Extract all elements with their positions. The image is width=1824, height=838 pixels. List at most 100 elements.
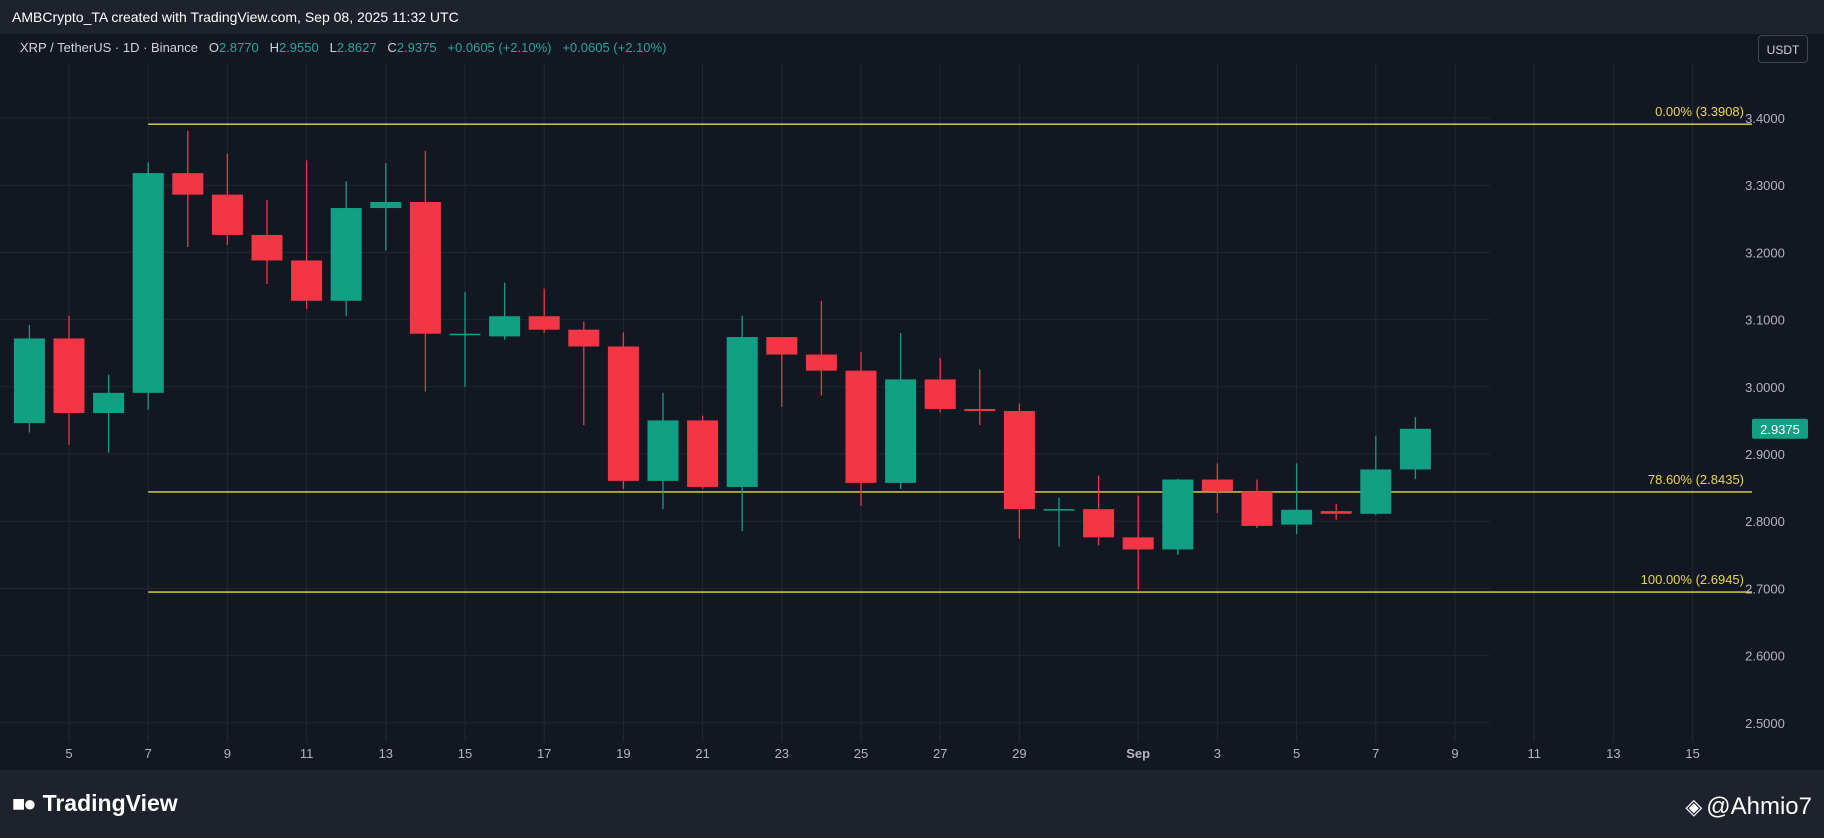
time-axis-label: 11 (300, 746, 314, 761)
candle-body-up (489, 316, 521, 337)
last-price-badge (1752, 418, 1808, 439)
candle[interactable] (53, 315, 85, 445)
fib-level-label: 78.60% (2.8435) (1648, 472, 1744, 487)
candle[interactable] (1320, 503, 1352, 520)
candle[interactable] (568, 321, 600, 426)
candle[interactable] (291, 160, 323, 309)
watermark-text: @Ahmio7 (1706, 793, 1812, 820)
candle[interactable] (687, 415, 719, 489)
time-axis-label: 23 (775, 746, 789, 761)
candle[interactable] (330, 181, 362, 317)
open-value: 2.8770 (218, 40, 259, 55)
time-axis-label: 7 (145, 746, 152, 761)
candle[interactable] (1281, 463, 1313, 534)
candle-body-up (1360, 469, 1392, 514)
candle[interactable] (1399, 417, 1431, 480)
time-axis-label: 5 (65, 746, 72, 761)
price-axis-label: 3.3000 (1745, 178, 1785, 193)
candle-body-up (1281, 509, 1313, 525)
candle-body-up (132, 173, 164, 393)
candle-body-down (805, 354, 837, 371)
candle-body-down (1320, 511, 1352, 514)
fib-level-label: 100.00% (2.6945) (1641, 572, 1744, 587)
candle[interactable] (726, 315, 758, 532)
time-axis-label: 13 (379, 746, 393, 761)
candle-body-up (370, 202, 402, 209)
tradingview-logo-icon: ■● (12, 791, 37, 816)
candle[interactable] (489, 282, 521, 340)
price-axis-label: 3.0000 (1745, 380, 1785, 395)
candle[interactable] (964, 369, 996, 426)
last-price-label: 2.9375 (1760, 422, 1800, 437)
time-axis-label: Sep (1126, 746, 1150, 761)
candle[interactable] (251, 199, 283, 284)
candle[interactable] (1201, 463, 1233, 514)
candle[interactable] (1043, 497, 1075, 547)
time-axis-label: 27 (933, 746, 947, 761)
attribution-bar: AMBCrypto_TA created with TradingView.co… (0, 0, 1824, 34)
candle-body-up (647, 420, 679, 481)
candle-body-down (291, 260, 323, 301)
candle-body-down (409, 202, 441, 334)
candle[interactable] (172, 130, 204, 248)
candle-body-up (885, 379, 917, 483)
candle[interactable] (93, 374, 125, 453)
candle[interactable] (924, 357, 956, 413)
time-axis-label: 15 (1685, 746, 1699, 761)
candle[interactable] (132, 162, 164, 410)
candle-body-down (964, 408, 996, 411)
candle-body-down (1201, 479, 1233, 492)
change-value: +0.0605 (+2.10%) (447, 40, 552, 55)
candle[interactable] (607, 332, 639, 489)
candle-body-up (1043, 509, 1075, 511)
high-label: H (269, 40, 279, 55)
candle[interactable] (1083, 475, 1115, 546)
close-value: 2.9375 (396, 40, 437, 55)
symbol-name[interactable]: XRP / TetherUS · 1D · Binance (20, 40, 198, 55)
currency-button[interactable]: USDT (1758, 35, 1808, 63)
candle[interactable] (805, 300, 837, 396)
price-axis-label: 2.6000 (1745, 649, 1785, 664)
candle[interactable] (1162, 478, 1194, 555)
candle[interactable] (1122, 495, 1154, 590)
open-label: O (208, 40, 219, 55)
candle-body-down (1122, 537, 1154, 550)
candle-body-down (1003, 410, 1035, 510)
candle[interactable] (409, 150, 441, 392)
low-label: L (329, 40, 337, 55)
change-value-secondary: +0.0605 (+2.10%) (562, 40, 667, 55)
candle-body-down (1083, 509, 1115, 538)
close-label: C (387, 40, 397, 55)
time-axis-label: 15 (458, 746, 472, 761)
candle[interactable] (647, 392, 679, 510)
price-axis-label: 2.7000 (1745, 581, 1785, 596)
symbol-legend[interactable]: XRP / TetherUS · 1D · Binance O2.8770 H2… (20, 40, 666, 55)
candle-body-down (766, 337, 798, 355)
candle[interactable] (13, 324, 45, 433)
candle[interactable] (528, 288, 560, 334)
tradingview-logo-text: TradingView (42, 790, 178, 816)
time-axis-label: 5 (1293, 746, 1300, 761)
candle-body-down (607, 346, 639, 481)
price-axis-label: 3.4000 (1745, 111, 1785, 126)
candle[interactable] (449, 292, 481, 387)
candle[interactable] (1003, 403, 1035, 539)
candle[interactable] (1241, 479, 1273, 528)
candle[interactable] (370, 163, 402, 251)
candle[interactable] (766, 337, 798, 407)
high-value: 2.9550 (278, 40, 319, 55)
price-axis-label: 2.5000 (1745, 716, 1785, 731)
time-axis-label: 29 (1012, 746, 1026, 761)
candle[interactable] (885, 333, 917, 489)
candle-body-up (330, 208, 362, 301)
candle[interactable] (845, 351, 877, 506)
footer-bar (0, 770, 1824, 838)
price-axis-label: 3.2000 (1745, 245, 1785, 260)
candle[interactable] (211, 153, 243, 246)
time-axis-label: 19 (616, 746, 630, 761)
time-axis-label: 21 (695, 746, 709, 761)
candle[interactable] (1360, 435, 1392, 516)
time-axis-label: 3 (1214, 746, 1221, 761)
low-value: 2.8627 (336, 40, 377, 55)
